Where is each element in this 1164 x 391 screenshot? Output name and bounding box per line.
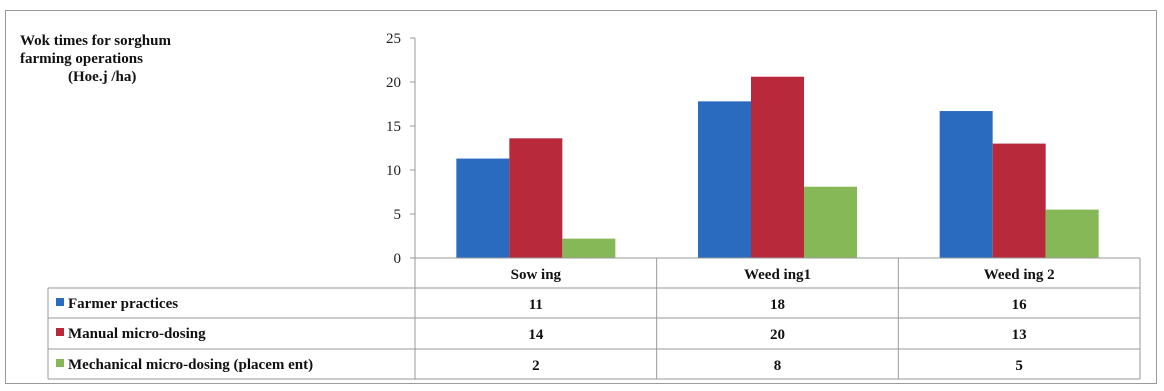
- data-label-2-1: 14: [528, 327, 544, 343]
- bar-3-1: [562, 238, 616, 258]
- bar-3-3: [1045, 209, 1099, 258]
- data-label-2-2: 20: [770, 327, 785, 343]
- y-tick-label-20: 20: [386, 75, 401, 91]
- bar-1-2: [698, 101, 751, 258]
- bar-1-3: [939, 111, 993, 258]
- y-tick-label-10: 10: [386, 163, 401, 179]
- bar-2-2: [751, 76, 804, 258]
- y-tick-label-0: 0: [394, 251, 402, 267]
- data-label-3-1: 2: [532, 358, 540, 374]
- y-axis-title: Wok times for sorghum farming operations…: [20, 32, 240, 86]
- data-label-3-2: 8: [774, 358, 782, 374]
- y-tick-label-15: 15: [386, 119, 401, 135]
- y-tick-label-5: 5: [394, 207, 402, 223]
- bar-1-1: [456, 158, 510, 258]
- legend-swatch-2: [56, 328, 64, 336]
- y-axis-title-line-2: farming operations: [20, 51, 143, 67]
- x-tick-label-3: Weed ing 2: [984, 267, 1055, 283]
- x-tick-label-2: Weed ing1: [744, 267, 811, 283]
- y-axis-title-line-1: Wok times for sorghum: [20, 33, 171, 49]
- bar-3-2: [804, 186, 857, 258]
- legend-label-2: Manual micro-dosing: [68, 326, 206, 342]
- y-axis-title-line-3: (Hoe.j /ha): [68, 69, 137, 85]
- legend-swatch-3: [56, 359, 64, 367]
- chart-frame: [5, 10, 1157, 384]
- data-label-1-1: 11: [529, 297, 543, 313]
- y-tick-label-25: 25: [386, 31, 401, 47]
- x-tick-label-1: Sow ing: [511, 267, 562, 283]
- data-label-3-3: 5: [1015, 358, 1023, 374]
- bar-2-3: [992, 143, 1046, 258]
- legend-label-1: Farmer practices: [68, 296, 178, 312]
- data-label-2-3: 13: [1012, 327, 1027, 343]
- data-label-1-2: 18: [770, 297, 785, 313]
- legend-swatch-1: [56, 298, 64, 306]
- data-label-1-3: 16: [1012, 297, 1028, 313]
- legend-label-3: Mechanical micro-dosing (placem ent): [68, 357, 313, 373]
- bar-2-1: [509, 138, 563, 258]
